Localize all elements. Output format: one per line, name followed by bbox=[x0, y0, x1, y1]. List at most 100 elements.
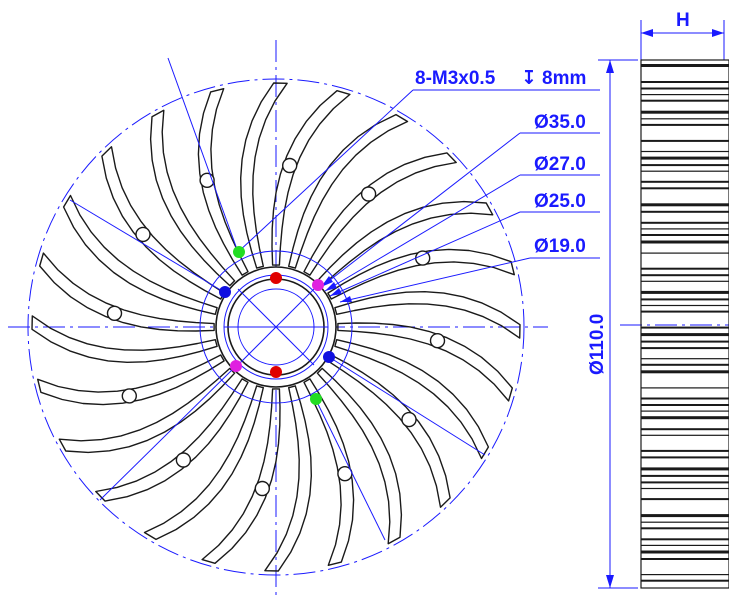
hole-leader-4 bbox=[99, 365, 237, 501]
fin bbox=[101, 146, 225, 300]
fin-stripe bbox=[641, 94, 729, 96]
fin bbox=[271, 90, 351, 266]
fin bbox=[31, 315, 218, 363]
fin-knob bbox=[429, 333, 446, 349]
fin-stripe bbox=[641, 139, 729, 142]
fin-stripe bbox=[641, 267, 729, 270]
fin-stripe bbox=[641, 434, 729, 436]
hole-red-top bbox=[270, 272, 282, 284]
dimension-labels: 8-M3x0.5 ↧ 8mm Ø35.0 Ø27.0 Ø25.0 Ø19.0 bbox=[415, 68, 586, 257]
side-view: H Ø110.0 bbox=[587, 10, 729, 589]
fin bbox=[334, 291, 521, 339]
fin bbox=[316, 367, 403, 545]
fin-stripe bbox=[641, 87, 729, 90]
fin-stripe bbox=[641, 456, 729, 459]
fin-knob bbox=[175, 452, 192, 468]
fin bbox=[327, 354, 451, 508]
fin-stripe bbox=[641, 118, 729, 120]
fin-stripe bbox=[641, 123, 729, 126]
fin-stripe bbox=[641, 404, 729, 406]
fin bbox=[337, 322, 513, 402]
fin-stripe bbox=[641, 240, 729, 244]
dia110-arrow-top bbox=[606, 60, 614, 73]
fin-stack-stripes bbox=[641, 64, 729, 582]
hub-outer-circle bbox=[199, 250, 353, 404]
hole-markers bbox=[219, 246, 335, 405]
fin-stripe bbox=[641, 579, 729, 582]
leader-dia19 bbox=[339, 257, 531, 303]
h-arrow-left bbox=[641, 29, 653, 37]
dia19-label: Ø19.0 bbox=[534, 236, 586, 257]
fin-stripe bbox=[641, 170, 729, 172]
fin bbox=[316, 200, 494, 287]
fin-stripe bbox=[641, 397, 729, 400]
fin bbox=[303, 152, 457, 276]
fin-stripe bbox=[641, 64, 729, 67]
fin-stripe bbox=[641, 449, 729, 452]
fin bbox=[264, 385, 312, 572]
arrowhead-dia27 bbox=[325, 282, 337, 291]
fin-stripe bbox=[641, 416, 729, 420]
fin bbox=[334, 339, 490, 460]
fin bbox=[303, 378, 355, 566]
fin bbox=[39, 252, 215, 332]
fin bbox=[197, 88, 249, 276]
height-label: H bbox=[676, 10, 690, 31]
fin-stripe bbox=[641, 538, 729, 541]
fin-stripe bbox=[641, 481, 729, 484]
leader-dia27 bbox=[324, 174, 521, 292]
depth-symbol: ↧ bbox=[521, 68, 537, 89]
fin bbox=[37, 354, 225, 406]
outer-diameter-circle bbox=[27, 78, 525, 576]
fin-stripe bbox=[641, 234, 729, 236]
hole-leader-6 bbox=[328, 356, 486, 456]
fin-stripe bbox=[641, 156, 729, 160]
fin-stripe bbox=[641, 228, 729, 230]
hole-leader-3 bbox=[69, 199, 225, 293]
hole-blue-right bbox=[323, 351, 335, 363]
arrowhead-dia35 bbox=[321, 276, 333, 287]
arrowhead-dia25 bbox=[330, 288, 342, 296]
fin bbox=[327, 248, 515, 300]
fin-stripe bbox=[641, 574, 729, 576]
fin bbox=[95, 378, 249, 502]
fin-stripe bbox=[641, 333, 729, 337]
hole-leader-5 bbox=[315, 399, 386, 541]
fin-stripe bbox=[641, 110, 729, 114]
leader-arrowheads bbox=[321, 276, 352, 302]
fin-knob bbox=[360, 186, 377, 202]
fin-stripe bbox=[641, 544, 729, 546]
fin-stripe bbox=[641, 252, 729, 254]
fin-stripe bbox=[641, 99, 729, 102]
fin-stripe bbox=[641, 81, 729, 83]
fin-knob bbox=[135, 226, 151, 243]
hole-blue-left bbox=[219, 286, 231, 298]
fin-stripe bbox=[641, 290, 729, 294]
fin-knob bbox=[401, 411, 417, 428]
fin-stripe bbox=[641, 210, 729, 213]
hole-leader-1 bbox=[237, 89, 414, 253]
fin-stripe bbox=[641, 370, 729, 374]
fin-stripe bbox=[641, 326, 729, 329]
fin-stripe bbox=[641, 527, 729, 530]
hole-magenta-right bbox=[312, 279, 324, 291]
outer-diameter-label: Ø110.0 bbox=[587, 314, 608, 375]
fin-stripe bbox=[641, 310, 729, 313]
fin-stripe bbox=[641, 347, 729, 350]
fin-knob bbox=[282, 157, 298, 174]
fin-stripe bbox=[641, 340, 729, 343]
fin bbox=[288, 113, 409, 269]
fin-array bbox=[31, 82, 521, 572]
fin-stripe bbox=[641, 410, 729, 412]
fin-stripe bbox=[641, 521, 729, 523]
fin-knob bbox=[121, 388, 138, 404]
fin-stripe bbox=[641, 358, 729, 360]
fin-stripe bbox=[641, 221, 729, 224]
dia35-label: Ø35.0 bbox=[534, 112, 586, 133]
fin-stripe bbox=[641, 387, 729, 389]
fin-stripe bbox=[641, 304, 729, 307]
fin bbox=[143, 385, 264, 541]
h-arrow-right bbox=[712, 29, 724, 37]
fin-stripe bbox=[641, 180, 729, 183]
